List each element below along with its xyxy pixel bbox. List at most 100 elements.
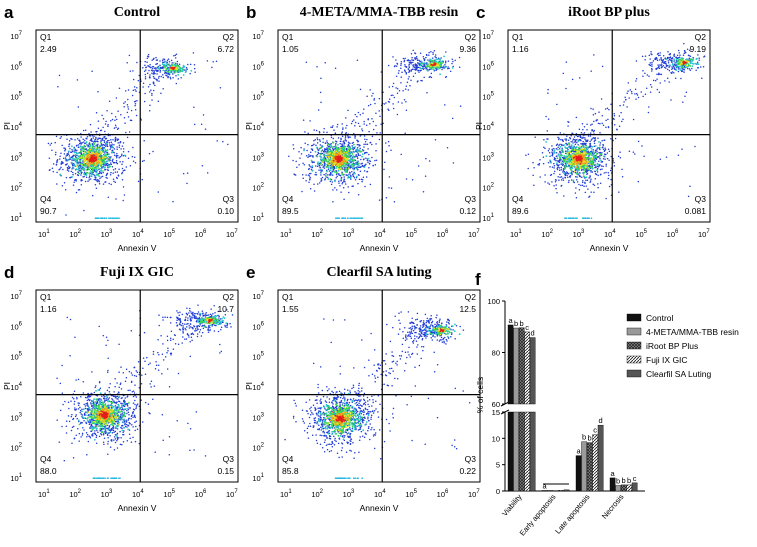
event-dot	[59, 158, 61, 160]
event-dot	[80, 147, 83, 150]
event-dot	[387, 108, 389, 110]
event-dot	[602, 124, 605, 127]
event-dot	[368, 162, 371, 165]
event-dot	[305, 174, 307, 176]
event-dot	[335, 189, 338, 191]
event-dot	[153, 69, 155, 72]
event-dot	[368, 130, 370, 133]
event-dot	[580, 143, 582, 145]
event-dot	[659, 54, 661, 56]
event-dot	[383, 168, 385, 171]
event-dot	[405, 73, 408, 75]
event-dot	[665, 156, 668, 158]
event-dot	[351, 185, 353, 188]
event-dot	[585, 179, 587, 181]
event-dot	[390, 94, 393, 97]
event-dot	[605, 197, 607, 200]
event-dot	[54, 153, 57, 156]
event-dot	[654, 79, 657, 82]
event-dot	[108, 100, 111, 102]
event-dot	[663, 66, 666, 69]
event-dot	[600, 98, 603, 100]
event-dot	[114, 124, 117, 127]
event-dot	[68, 155, 71, 157]
event-dot	[89, 143, 92, 146]
event-dot	[100, 167, 102, 170]
event-dot	[96, 144, 98, 146]
event-dot	[644, 93, 647, 96]
event-dot	[547, 150, 550, 152]
event-dot	[668, 53, 671, 56]
event-dot	[590, 171, 592, 173]
event-dot	[564, 150, 567, 153]
event-dot	[613, 124, 616, 126]
event-dot	[590, 169, 592, 172]
event-dot	[334, 180, 336, 183]
event-dot	[126, 111, 129, 114]
scatter-points	[47, 52, 229, 219]
event-dot	[90, 154, 93, 157]
event-dot	[341, 135, 344, 137]
event-dot	[406, 81, 409, 84]
event-dot	[346, 135, 349, 137]
event-dot	[227, 143, 229, 146]
event-dot	[329, 180, 332, 183]
event-dot	[216, 140, 218, 142]
event-dot	[320, 170, 322, 172]
event-dot	[681, 148, 683, 150]
event-dot	[328, 163, 330, 166]
event-dot	[162, 73, 164, 76]
y-axis-label: PI	[244, 122, 254, 130]
event-dot	[144, 64, 146, 66]
event-dot	[351, 171, 353, 173]
event-dot	[589, 124, 592, 126]
event-dot	[102, 183, 105, 185]
event-dot	[113, 217, 116, 219]
event-dot	[599, 144, 601, 146]
event-dot	[420, 60, 423, 63]
event-dot	[358, 164, 360, 167]
event-dot	[326, 170, 328, 173]
event-dot	[140, 119, 143, 121]
event-dot	[328, 147, 331, 150]
event-dot	[343, 165, 345, 168]
event-dot	[161, 63, 164, 66]
event-dot	[298, 164, 300, 166]
event-dot	[167, 58, 170, 60]
event-dot	[77, 144, 80, 146]
event-dot	[176, 71, 179, 74]
event-dot	[649, 62, 652, 64]
event-dot	[597, 166, 600, 168]
event-dot	[149, 66, 152, 68]
event-dot	[422, 55, 425, 58]
event-dot	[599, 148, 601, 151]
event-dot	[430, 63, 433, 66]
event-dot	[356, 165, 359, 168]
event-dot	[574, 192, 577, 194]
event-dot	[61, 160, 63, 163]
event-dot	[316, 138, 319, 141]
event-dot	[320, 168, 323, 171]
event-dot	[449, 70, 452, 72]
event-dot	[312, 161, 315, 163]
event-dot	[342, 217, 345, 219]
event-dot	[71, 149, 73, 151]
event-dot	[326, 131, 328, 134]
event-dot	[77, 152, 80, 155]
event-dot	[353, 147, 356, 150]
event-dot	[644, 55, 647, 57]
event-dot	[136, 100, 138, 102]
event-dot	[316, 165, 319, 167]
event-dot	[323, 167, 326, 169]
x-tick-label: 107	[226, 229, 238, 239]
event-dot	[400, 64, 402, 67]
event-dot	[158, 80, 160, 82]
event-dot	[136, 61, 138, 64]
event-dot	[326, 159, 329, 162]
event-dot	[92, 173, 94, 176]
event-dot	[570, 141, 572, 143]
event-dot	[656, 59, 659, 62]
event-dot	[691, 67, 693, 70]
event-dot	[602, 146, 604, 148]
event-dot	[166, 75, 168, 77]
